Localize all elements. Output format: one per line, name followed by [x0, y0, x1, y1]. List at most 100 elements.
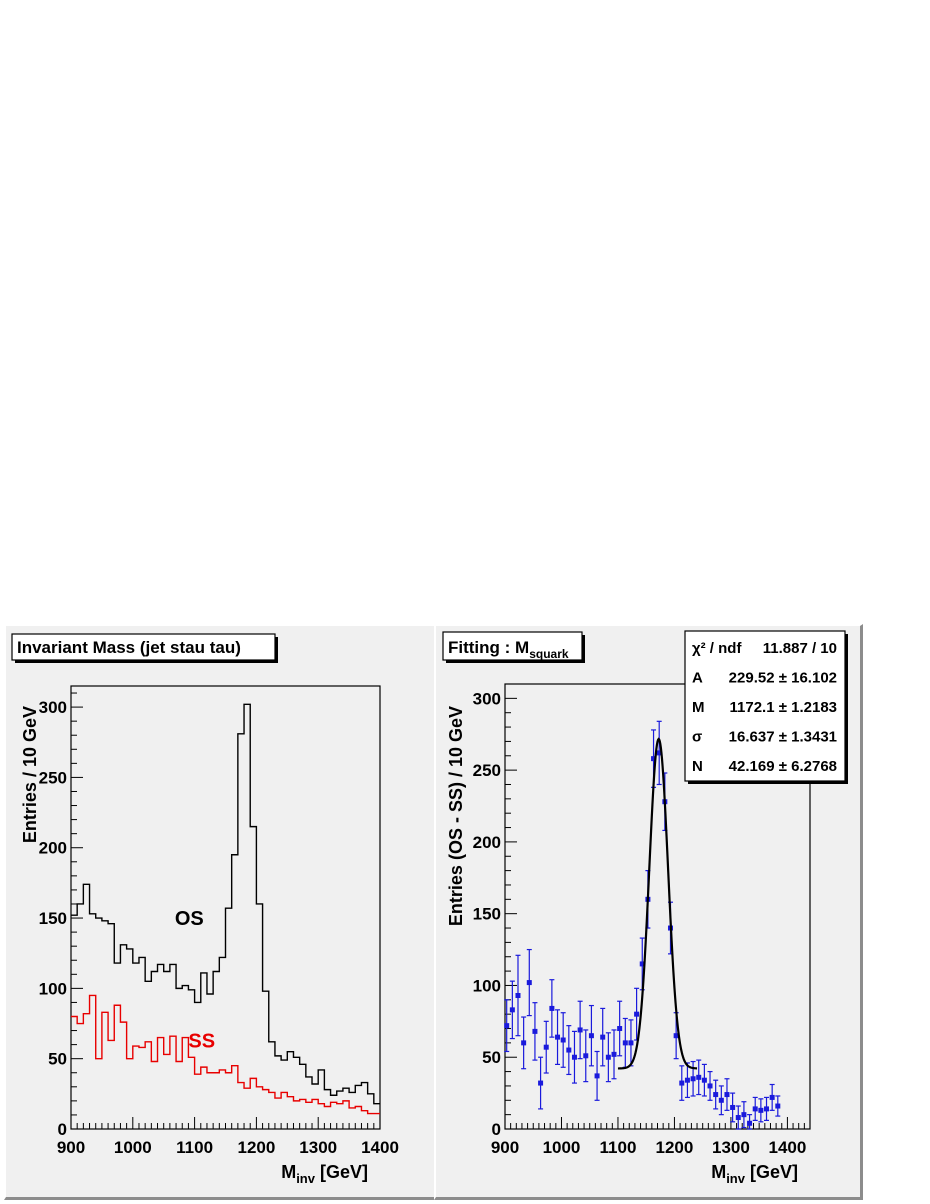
- fit-point: [639, 961, 645, 967]
- fit-point: [724, 1092, 730, 1098]
- hist-ytick-label: 150: [39, 909, 67, 928]
- fit-ylabel: Entries (OS - SS) / 10 GeV: [446, 706, 466, 926]
- fit-point: [747, 1120, 753, 1126]
- hist-ytick-label: 300: [39, 698, 67, 717]
- fit-xtick-label: 1100: [600, 1138, 637, 1157]
- fit-point: [741, 1112, 747, 1118]
- fit-point: [673, 1033, 679, 1039]
- hist-xtick-label: 900: [57, 1138, 85, 1157]
- stats-value: 16.637 ± 1.3431: [729, 729, 837, 746]
- hist-xlabel-sub: inv: [296, 1171, 316, 1186]
- fit-ytick-label: 50: [482, 1048, 501, 1067]
- hist-xtick-label: 1400: [361, 1138, 399, 1157]
- fit-xtick-label: 1000: [543, 1138, 581, 1157]
- hist-xtick-label: 1100: [176, 1138, 213, 1157]
- fit-ytick-label: 250: [473, 761, 501, 780]
- fit-point: [566, 1047, 572, 1053]
- fit-ytick-label: 100: [473, 976, 501, 995]
- fit-point: [758, 1107, 764, 1113]
- fit-point: [521, 1040, 527, 1046]
- hist-ytick-label: 50: [48, 1050, 67, 1069]
- hist-xtick-label: 1300: [299, 1138, 337, 1157]
- hist-label-ss: SS: [188, 1030, 215, 1052]
- fit-title-sub: squark: [529, 647, 569, 661]
- fit-xlabel: Minv [GeV]: [711, 1162, 798, 1186]
- stats-label: N: [692, 758, 703, 775]
- fit-point: [526, 980, 532, 986]
- fit-point: [588, 1033, 594, 1039]
- fit-xlabel-main: M: [711, 1162, 726, 1182]
- fit-point: [555, 1034, 561, 1040]
- stats-label: σ: [692, 729, 702, 746]
- hist-label-os: OS: [175, 908, 204, 930]
- hist-xlabel-main: M: [281, 1162, 296, 1182]
- hist-ylabel: Entries / 10 GeV: [20, 706, 40, 843]
- fit-point: [764, 1106, 770, 1112]
- fit-xlabel-sub: inv: [726, 1171, 746, 1186]
- fit-point: [752, 1106, 758, 1112]
- fit-point: [560, 1037, 566, 1043]
- hist-series-os: [71, 703, 380, 1105]
- stats-label: χ² / ndf: [692, 640, 742, 657]
- fit-point: [617, 1026, 623, 1032]
- fit-point: [628, 1040, 634, 1046]
- fit-point: [775, 1103, 781, 1109]
- fit-point: [571, 1054, 577, 1060]
- hist-series-ss: [71, 994, 380, 1115]
- fit-title-box: [442, 631, 583, 661]
- fit-xtick-label: 900: [491, 1138, 519, 1157]
- fit-curve: [617, 737, 698, 1070]
- hist-xtick-label: 1200: [237, 1138, 275, 1157]
- hist-xlabel-unit: [GeV]: [315, 1162, 368, 1182]
- fit-point: [622, 1040, 628, 1046]
- fit-point: [690, 1076, 696, 1082]
- fit-point: [509, 1007, 515, 1013]
- fit-point: [549, 1005, 555, 1011]
- fit-point: [696, 1074, 702, 1080]
- fit-point: [600, 1034, 606, 1040]
- fit-point: [730, 1104, 736, 1110]
- fit-ytick-label: 200: [473, 833, 501, 852]
- fit-point: [605, 1054, 611, 1060]
- stats-value: 1172.1 ± 1.2183: [730, 699, 838, 716]
- fit-point: [656, 750, 662, 756]
- fit-point: [707, 1083, 713, 1089]
- stats-label: M: [692, 699, 705, 716]
- stats-box: [684, 630, 846, 782]
- fit-point: [718, 1097, 724, 1103]
- fit-point: [515, 993, 521, 998]
- fit-title-text: Fitting : Msquark: [448, 638, 569, 661]
- hist-title-box: [11, 633, 276, 661]
- hist-title-main: Invariant Mass (jet stau tau): [17, 638, 241, 657]
- stats-value: 229.52 ± 16.102: [729, 670, 837, 687]
- fit-point: [701, 1077, 707, 1083]
- stats-value: 42.169 ± 6.2768: [729, 758, 837, 775]
- fit-ytick-label: 0: [492, 1120, 501, 1139]
- fit-point: [577, 1027, 583, 1033]
- hist-ytick-label: 100: [39, 979, 67, 998]
- hist-xlabel: Minv [GeV]: [281, 1162, 368, 1186]
- stats-label: A: [692, 670, 703, 687]
- fit-point: [735, 1115, 741, 1121]
- hist-ytick-label: 200: [39, 839, 67, 858]
- stats-value: 11.887 / 10: [763, 640, 837, 657]
- hist-title-text: Invariant Mass (jet stau tau): [17, 638, 241, 657]
- fit-xlabel-unit: [GeV]: [745, 1162, 798, 1182]
- fit-point: [651, 756, 657, 762]
- fit-point: [679, 1080, 685, 1086]
- fit-title-main: Fitting : M: [448, 638, 529, 657]
- fit-xtick-label: 1200: [656, 1138, 694, 1157]
- fit-point: [532, 1028, 538, 1034]
- hist-xtick-label: 1000: [114, 1138, 152, 1157]
- fit-point: [504, 1023, 510, 1029]
- fit-ytick-label: 150: [473, 905, 501, 924]
- fit-point: [713, 1092, 719, 1098]
- fit-point: [594, 1073, 600, 1079]
- hist-frame: [70, 685, 381, 1130]
- fit-point: [583, 1053, 589, 1059]
- fit-xtick-label: 1300: [712, 1138, 750, 1157]
- fit-point: [543, 1044, 549, 1050]
- fit-point: [611, 1051, 617, 1057]
